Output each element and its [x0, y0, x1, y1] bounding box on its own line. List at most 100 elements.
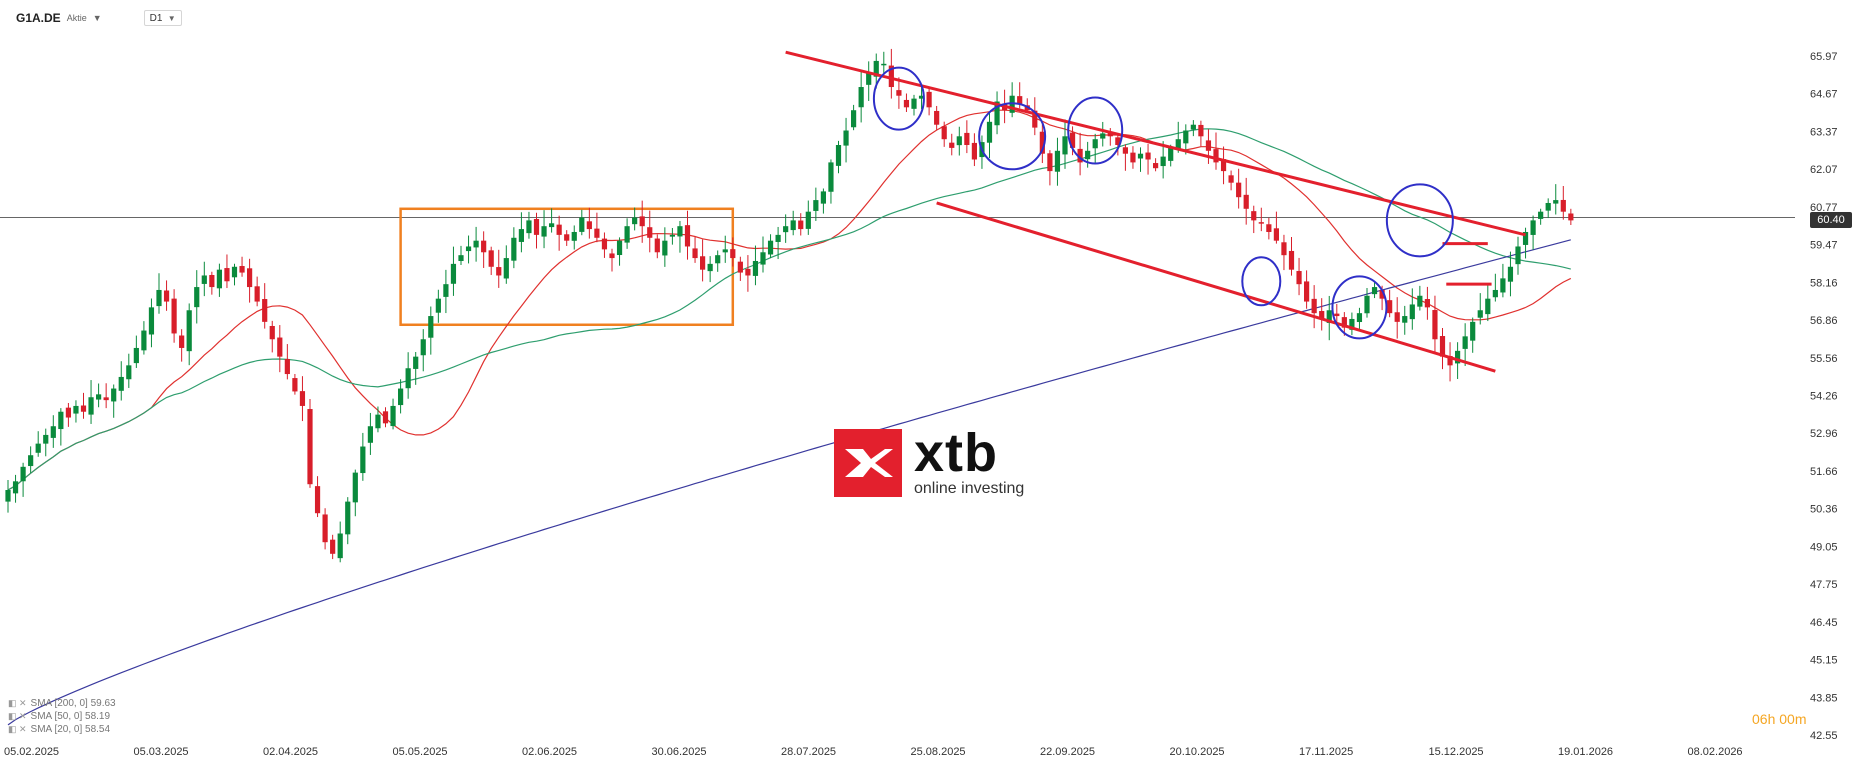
timeframe-select[interactable]: D1 ▼ — [143, 10, 182, 26]
candle-body — [911, 98, 917, 109]
candle-body — [752, 260, 759, 276]
candle — [299, 376, 306, 422]
candle-body — [1069, 132, 1076, 148]
candle-body — [1288, 250, 1295, 270]
candle-body — [1273, 228, 1279, 241]
annotation-circle — [1331, 275, 1388, 340]
candle — [722, 235, 728, 263]
candle-body — [881, 63, 887, 66]
candle-body — [1213, 149, 1219, 163]
settings-icon[interactable]: ◧ ✕ — [8, 698, 27, 708]
candle — [360, 432, 366, 481]
candle-body — [247, 268, 253, 288]
legend-item[interactable]: ◧ ✕ SMA [20, 0] 58.54 — [8, 723, 116, 736]
x-tick-label: 22.09.2025 — [1040, 746, 1095, 758]
candle — [337, 521, 343, 563]
candle-body — [843, 130, 849, 146]
candle-body — [1251, 211, 1257, 221]
candle — [1266, 217, 1272, 240]
candle — [579, 209, 585, 236]
candle — [851, 104, 857, 131]
candle-body — [450, 263, 457, 284]
candle-body — [1160, 156, 1166, 167]
candle-body — [1553, 200, 1559, 204]
candle-body — [194, 287, 200, 308]
candle-body — [179, 335, 185, 348]
candle-body — [73, 405, 79, 414]
candle-body — [254, 286, 260, 302]
candle-body — [896, 90, 902, 96]
candle-body — [1137, 153, 1144, 159]
candle — [163, 280, 170, 311]
candle-body — [367, 426, 373, 443]
candle-body — [1507, 266, 1514, 282]
candle — [1160, 141, 1166, 179]
candle-body — [133, 347, 139, 364]
candle-body — [1462, 336, 1468, 349]
candle-body — [435, 298, 441, 313]
candle — [1243, 177, 1249, 225]
candle-body — [594, 228, 600, 238]
candle — [171, 289, 177, 343]
candle — [292, 373, 298, 395]
settings-icon[interactable]: ◧ ✕ — [8, 711, 27, 721]
candle — [730, 237, 736, 267]
x-tick-label: 02.04.2025 — [263, 746, 318, 758]
candle — [783, 214, 789, 243]
candle-body — [632, 217, 638, 225]
candle-body — [1304, 281, 1310, 302]
candle — [866, 61, 872, 101]
candle — [654, 234, 660, 259]
candle — [1281, 234, 1287, 271]
chevron-down-icon: ▼ — [167, 13, 176, 23]
candle — [277, 325, 283, 373]
y-tick-label: 49.05 — [1810, 542, 1838, 554]
y-tick-label: 55.56 — [1810, 353, 1838, 365]
legend-item[interactable]: ◧ ✕ SMA [200, 0] 59.63 — [8, 697, 116, 710]
logo-name: xtb — [914, 423, 998, 483]
candle — [1296, 257, 1302, 296]
candle — [813, 187, 819, 221]
candle-body — [903, 99, 910, 108]
candle-body — [1077, 148, 1083, 163]
candle — [616, 237, 623, 266]
candle-body — [579, 217, 585, 232]
candle — [88, 380, 94, 424]
candle — [1568, 208, 1574, 225]
candle-body — [1175, 139, 1181, 150]
candle — [269, 320, 275, 353]
candle — [1553, 184, 1559, 215]
candle — [1190, 120, 1196, 137]
candle — [843, 117, 849, 163]
candle — [632, 207, 638, 231]
candle-body — [654, 238, 660, 253]
candle-body — [624, 226, 630, 243]
candle-body — [1447, 355, 1453, 366]
symbol-name[interactable]: G1A.DE — [16, 11, 61, 25]
xtb-logo-icon — [834, 429, 902, 497]
candle — [141, 321, 147, 355]
candle — [1462, 323, 1468, 366]
candle — [488, 246, 494, 276]
candle-body — [1281, 242, 1287, 256]
candle — [398, 379, 404, 414]
candle-body — [1470, 321, 1476, 341]
candle — [209, 271, 215, 295]
candle — [1522, 227, 1529, 259]
candle — [1402, 305, 1408, 335]
candle-body — [428, 316, 434, 338]
candle — [1054, 137, 1061, 186]
chevron-down-icon[interactable]: ▼ — [92, 13, 102, 23]
channel-upper-line — [785, 50, 1526, 237]
candle-body — [1062, 136, 1068, 155]
candle — [1205, 129, 1212, 164]
x-tick-label: 28.07.2025 — [781, 746, 836, 758]
candle-body — [1515, 246, 1521, 265]
candle-body — [1402, 316, 1408, 323]
legend-item[interactable]: ◧ ✕ SMA [50, 0] 58.19 — [8, 710, 116, 723]
candle-body — [1371, 287, 1378, 295]
candle-body — [473, 240, 479, 248]
candle-body — [549, 223, 555, 228]
candle — [677, 220, 683, 253]
settings-icon[interactable]: ◧ ✕ — [8, 724, 27, 734]
